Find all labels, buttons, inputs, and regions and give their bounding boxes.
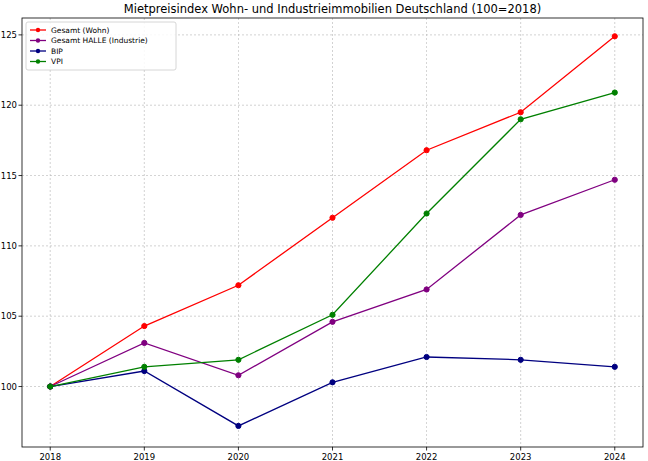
series-marker <box>48 384 53 389</box>
y-tick <box>19 316 23 317</box>
series-marker <box>142 323 147 328</box>
y-tick <box>19 175 23 176</box>
y-tick <box>19 105 23 106</box>
series-marker <box>330 380 335 385</box>
x-tick <box>520 447 521 451</box>
x-grid-line <box>520 18 521 447</box>
series-marker <box>518 110 523 115</box>
legend-label: Gesamt (Wohn) <box>51 26 110 35</box>
x-tick-label: 2022 <box>416 452 438 461</box>
series-marker <box>142 364 147 369</box>
legend-label: Gesamt HALLE (Industrie) <box>51 36 148 45</box>
chart-svg: 2018 2019 2020 2021 2022 2023 2024 100 105 110 115… <box>0 0 648 461</box>
x-tick <box>332 447 333 451</box>
legend-marker <box>36 59 40 63</box>
x-tick <box>426 447 427 451</box>
series-marker <box>330 215 335 220</box>
axes: 2018 2019 2020 2021 2022 2023 2024 100 105 110 115… <box>1 30 626 461</box>
series-marker <box>142 340 147 345</box>
series-marker <box>236 283 241 288</box>
x-tick-label: 2024 <box>604 452 626 461</box>
y-tick-label: 100 <box>1 382 17 392</box>
y-tick-label: 125 <box>1 30 17 40</box>
series-marker <box>236 423 241 428</box>
series-marker <box>612 90 617 95</box>
series-line <box>50 93 615 387</box>
series-marker <box>236 357 241 362</box>
x-tick-label: 2021 <box>322 452 344 461</box>
x-tick-label: 2018 <box>39 452 61 461</box>
x-tick <box>144 447 145 451</box>
y-tick-label: 105 <box>1 311 17 321</box>
series-marker <box>48 384 53 389</box>
x-grid-line <box>50 18 51 447</box>
y-tick-label: 115 <box>1 171 17 181</box>
y-tick <box>19 245 23 246</box>
x-tick-label: 2023 <box>510 452 532 461</box>
x-grid-line <box>144 18 145 447</box>
legend: Gesamt (Wohn)Gesamt HALLE (Industrie) BIP… <box>26 22 176 70</box>
series-marker <box>424 211 429 216</box>
y-tick-label: 120 <box>1 100 17 110</box>
plot-frame <box>22 18 643 447</box>
y-grid-line <box>22 105 643 106</box>
series-marker <box>48 384 53 389</box>
x-grid-line <box>238 18 239 447</box>
series-line <box>50 357 615 426</box>
y-tick <box>19 34 23 35</box>
chart-container: 2018 2019 2020 2021 2022 2023 2024 100 105 110 115… <box>0 0 648 461</box>
series-marker <box>424 287 429 292</box>
y-grid-line <box>22 386 643 387</box>
legend-label: BIP <box>51 47 63 56</box>
x-tick <box>614 447 615 451</box>
legend-marker <box>36 49 40 53</box>
series-marker <box>518 212 523 217</box>
legend-box <box>26 22 176 70</box>
series-marker <box>424 148 429 153</box>
x-tick <box>50 447 51 451</box>
legend-marker <box>36 38 40 42</box>
series-marker <box>236 373 241 378</box>
plot-area <box>48 34 618 429</box>
legend-label: VPI <box>51 57 63 66</box>
x-tick-label: 2020 <box>228 452 250 461</box>
x-grid-line <box>614 18 615 447</box>
x-tick <box>238 447 239 451</box>
series-line <box>50 180 615 387</box>
series-marker <box>330 319 335 324</box>
series-marker <box>518 357 523 362</box>
x-grid-line <box>426 18 427 447</box>
y-tick-label: 110 <box>1 241 17 251</box>
x-tick-label: 2019 <box>133 452 155 461</box>
grid <box>22 18 643 447</box>
series-marker <box>612 34 617 39</box>
series-marker <box>518 117 523 122</box>
chart-title: Mietpreisindex Wohn- und Industrieimmobi… <box>124 2 541 16</box>
legend-marker <box>36 28 40 32</box>
series-marker <box>612 364 617 369</box>
y-grid-line <box>22 175 643 176</box>
series-marker <box>330 312 335 317</box>
series-line <box>50 36 615 386</box>
series-marker <box>612 177 617 182</box>
y-grid-line <box>22 245 643 246</box>
series-marker <box>424 354 429 359</box>
y-tick <box>19 386 23 387</box>
series-marker <box>48 384 53 389</box>
